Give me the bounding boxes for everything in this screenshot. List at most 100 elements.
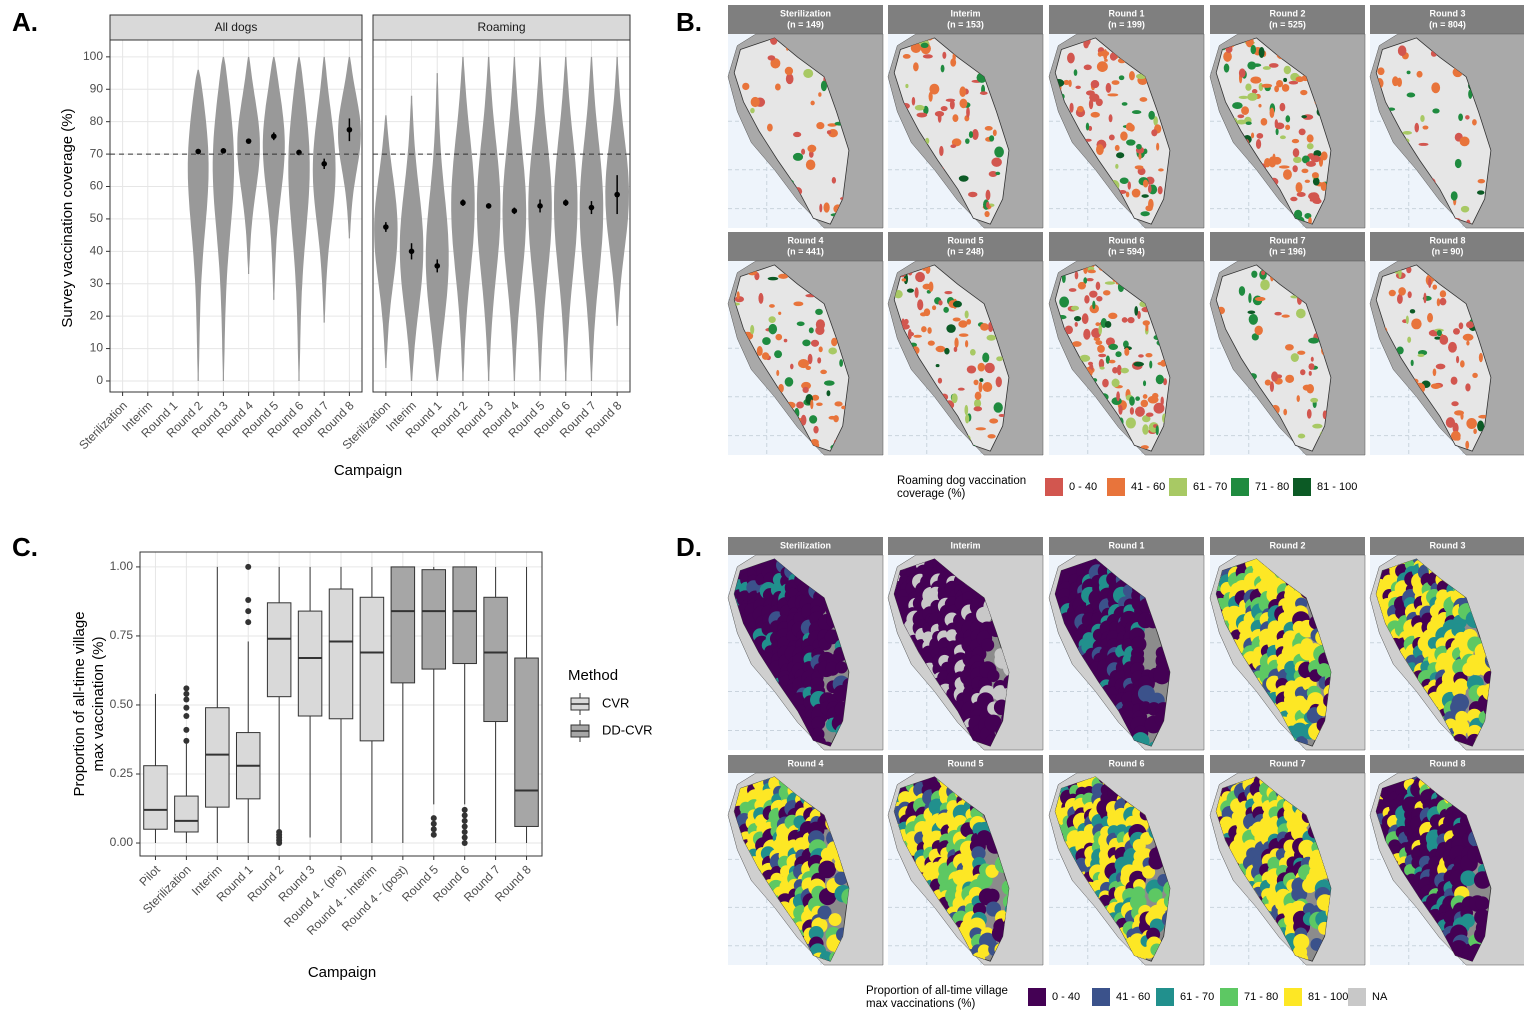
legend-label: 81 - 100: [1317, 481, 1357, 493]
village: [807, 145, 816, 153]
village: [1109, 114, 1113, 122]
village: [793, 132, 801, 137]
village: [964, 405, 968, 415]
map-facet-subtitle: (n = 248): [947, 246, 984, 256]
village: [932, 305, 936, 310]
village: [1232, 102, 1243, 109]
village: [1300, 90, 1307, 95]
figure: A.All dogs0102030405060708090100Steriliz…: [0, 0, 1524, 1014]
village: [991, 157, 1002, 166]
village: [1257, 133, 1264, 139]
village: [1071, 306, 1079, 311]
village: [1135, 407, 1145, 417]
village: [912, 97, 915, 106]
y-tick-label: 20: [90, 308, 104, 322]
y-tick-label: 0.50: [110, 697, 134, 711]
village: [834, 401, 842, 406]
village: [1121, 368, 1129, 374]
village: [1109, 134, 1115, 140]
village: [828, 347, 837, 354]
village: [1097, 61, 1108, 72]
village: [1158, 186, 1163, 194]
village: [802, 387, 808, 393]
village: [1417, 71, 1423, 78]
village: [1088, 270, 1096, 274]
village: [1423, 293, 1426, 304]
map-facet-title: Round 2: [1270, 540, 1306, 550]
legend-title: coverage (%): [897, 488, 966, 500]
village: [816, 319, 825, 330]
village: [829, 913, 842, 926]
village: [758, 293, 763, 304]
village: [1408, 291, 1412, 298]
village: [974, 406, 983, 411]
village: [1321, 182, 1327, 191]
village: [1092, 301, 1095, 310]
village: [1398, 287, 1406, 296]
village: [915, 105, 925, 111]
village: [965, 138, 969, 144]
village: [1460, 412, 1463, 419]
village: [1472, 373, 1478, 378]
village: [801, 149, 805, 155]
village: [784, 339, 788, 343]
village: [928, 341, 935, 346]
outlier: [183, 685, 189, 691]
outlier: [183, 696, 189, 702]
village: [1473, 429, 1477, 434]
village: [806, 159, 816, 170]
village: [818, 92, 821, 97]
village: [953, 301, 962, 308]
village: [1427, 313, 1433, 323]
village: [1098, 325, 1102, 335]
village: [1251, 271, 1257, 278]
village: [1089, 291, 1097, 298]
village: [1120, 131, 1127, 140]
village: [1116, 391, 1120, 401]
village: [965, 414, 969, 423]
village: [1122, 102, 1128, 106]
village: [1398, 45, 1407, 56]
village: [995, 172, 1000, 175]
village: [1466, 418, 1477, 429]
facet-title: All dogs: [215, 20, 258, 34]
village: [1285, 375, 1294, 383]
village: [1313, 177, 1320, 185]
village: [987, 670, 999, 682]
village: [1279, 165, 1290, 168]
outlier: [183, 727, 189, 733]
village: [902, 278, 907, 281]
village: [1248, 293, 1251, 303]
village: [1132, 110, 1141, 114]
village: [1067, 53, 1075, 64]
village: [986, 202, 989, 209]
y-axis-title: Survey vaccination coverage (%): [59, 108, 76, 327]
village: [813, 426, 818, 434]
panel-label: B.: [676, 7, 702, 37]
map-facet-title: Round 4: [788, 235, 824, 245]
village: [1283, 409, 1287, 416]
village: [809, 415, 817, 424]
outlier: [431, 815, 437, 821]
village: [1084, 295, 1089, 303]
village: [831, 338, 837, 346]
village: [1224, 63, 1230, 72]
village: [1411, 318, 1421, 329]
panel-label: C.: [12, 532, 38, 562]
village: [1148, 396, 1159, 404]
village: [1069, 288, 1077, 292]
village: [1108, 313, 1117, 319]
village: [944, 348, 949, 355]
point-estimate: [271, 133, 277, 139]
village: [751, 97, 760, 107]
village: [819, 346, 823, 352]
village: [1406, 315, 1409, 324]
village: [1262, 84, 1273, 88]
village: [936, 346, 946, 352]
map-facet-subtitle: (n = 196): [1269, 246, 1306, 256]
village: [983, 382, 993, 392]
village: [976, 427, 986, 430]
village: [1239, 286, 1245, 296]
village: [1115, 351, 1121, 357]
village: [1223, 51, 1232, 62]
